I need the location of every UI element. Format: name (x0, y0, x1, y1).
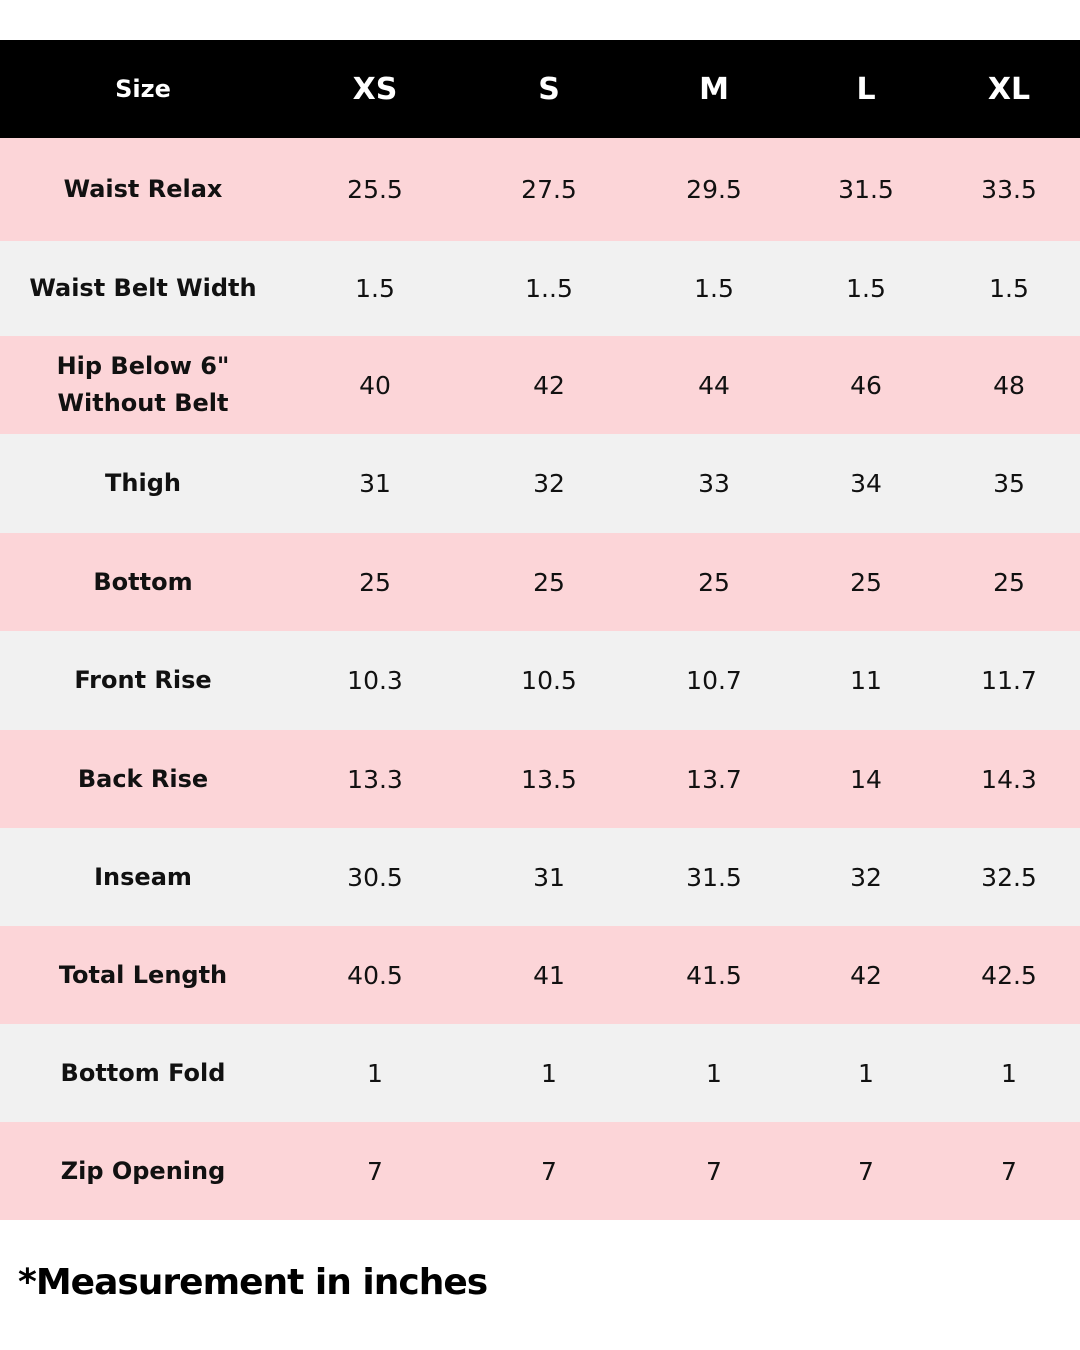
table-cell: 31 (533, 862, 565, 892)
size-table: Size XS S M L XL Waist Relax 25.5 27.5 29.5 31.5 33… (0, 40, 1080, 1220)
table-cell: 32 (533, 469, 565, 498)
table-cell: 31.5 (686, 862, 742, 892)
table-cell: 42 (533, 370, 565, 400)
table-cell: 42 (850, 960, 882, 990)
table-cell: 44 (698, 370, 730, 400)
table-row: Bottom 25 25 25 25 25 (0, 533, 1080, 631)
table-cell: 25 (993, 567, 1025, 597)
table-cell: 10.7 (686, 666, 742, 695)
footnote: *Measurement in inches (18, 1262, 488, 1303)
table-cell: 30.5 (347, 862, 403, 892)
table-row: Thigh 31 32 33 34 35 (0, 434, 1080, 533)
header-cell: M (699, 71, 729, 107)
table-cell: 34 (850, 469, 882, 498)
table-cell: 25 (850, 567, 882, 597)
table-cell: 10.3 (347, 666, 403, 695)
table-row: Back Rise 13.3 13.5 13.7 14 14.3 (0, 730, 1080, 828)
table-cell: 7 (858, 1156, 874, 1186)
row-label: Back Rise (77, 764, 209, 793)
table-cell: 1 (541, 1058, 557, 1088)
table-row: Front Rise 10.3 10.5 10.7 11 11.7 (0, 631, 1080, 730)
table-cell: 32 (850, 862, 882, 892)
table-cell: 13.5 (521, 764, 577, 794)
header-row: Size XS S M L XL (0, 40, 1080, 138)
table-cell: 11 (850, 666, 882, 695)
table-cell: 25 (359, 567, 391, 597)
table-cell: 29.5 (686, 175, 742, 204)
table-cell: 7 (1001, 1156, 1017, 1186)
table-cell: 1.5 (355, 274, 395, 303)
row-label: Thigh (105, 469, 181, 497)
table-cell: 1.5 (694, 274, 734, 303)
table-cell: 41.5 (686, 960, 742, 990)
table-cell: 42.5 (981, 960, 1037, 990)
table-cell: 25.5 (347, 175, 403, 204)
table-cell: 10.5 (521, 666, 577, 695)
table-cell: 1 (1001, 1058, 1017, 1088)
header-cell: XS (352, 71, 398, 107)
row-label: Hip Below 6" Without Belt (56, 352, 230, 417)
table-cell: 13.7 (686, 764, 742, 794)
table-cell: 25 (698, 567, 730, 597)
row-label: Zip Opening (60, 1156, 226, 1185)
row-label: Waist Relax (63, 175, 223, 203)
table-cell: 11.7 (981, 666, 1037, 695)
header-cell: XL (987, 71, 1031, 107)
table-cell: 14 (850, 764, 882, 794)
table-cell: 33.5 (981, 175, 1037, 204)
table-row: Bottom Fold 1 1 1 1 1 (0, 1024, 1080, 1122)
table-cell: 27.5 (521, 175, 577, 204)
row-label: Total Length (58, 960, 228, 989)
table-cell: 33 (698, 469, 730, 498)
table-cell: 40 (359, 370, 391, 400)
table-cell: 1.5 (846, 274, 886, 303)
table-cell: 25 (533, 567, 565, 597)
table-cell: 1 (367, 1058, 383, 1088)
row-label: Bottom (93, 567, 193, 596)
table-row: Total Length 40.5 41 41.5 42 42.5 (0, 926, 1080, 1024)
table-cell: 1 (706, 1058, 722, 1088)
table-cell: 48 (993, 370, 1025, 400)
table-cell: 32.5 (981, 862, 1037, 892)
table-cell: 7 (541, 1156, 557, 1186)
table-row: Zip Opening 7 7 7 7 7 (0, 1122, 1080, 1220)
row-label: Inseam (94, 862, 192, 891)
table-cell: 14.3 (981, 764, 1037, 794)
table-cell: 13.3 (347, 764, 403, 794)
table-cell: 31.5 (838, 175, 894, 204)
table-cell: 1 (858, 1058, 874, 1088)
row-label: Bottom Fold (60, 1058, 226, 1087)
table-cell: 7 (367, 1156, 383, 1186)
table-cell: 40.5 (347, 960, 403, 990)
table-cell: 1..5 (525, 274, 573, 303)
table-cell: 1.5 (989, 274, 1029, 303)
table-cell: 31 (359, 469, 391, 498)
table-cell: 35 (993, 469, 1025, 498)
table-row: Waist Relax 25.5 27.5 29.5 31.5 33.5 (0, 138, 1080, 241)
table-cell: 46 (850, 370, 882, 400)
table-row: Waist Belt Width 1.5 1..5 1.5 1.5 1.5 (0, 241, 1080, 336)
header-cell: L (856, 71, 876, 107)
header-cell: Size (115, 75, 171, 103)
table-row: Inseam 30.5 31 31.5 32 32.5 (0, 828, 1080, 926)
table-cell: 7 (706, 1156, 722, 1186)
row-label: Front Rise (74, 666, 212, 694)
row-label: Waist Belt Width (29, 274, 257, 302)
table-cell: 41 (533, 960, 565, 990)
table-row: Hip Below 6" Without Belt 40 42 44 46 48 (0, 336, 1080, 434)
header-cell: S (538, 71, 560, 107)
